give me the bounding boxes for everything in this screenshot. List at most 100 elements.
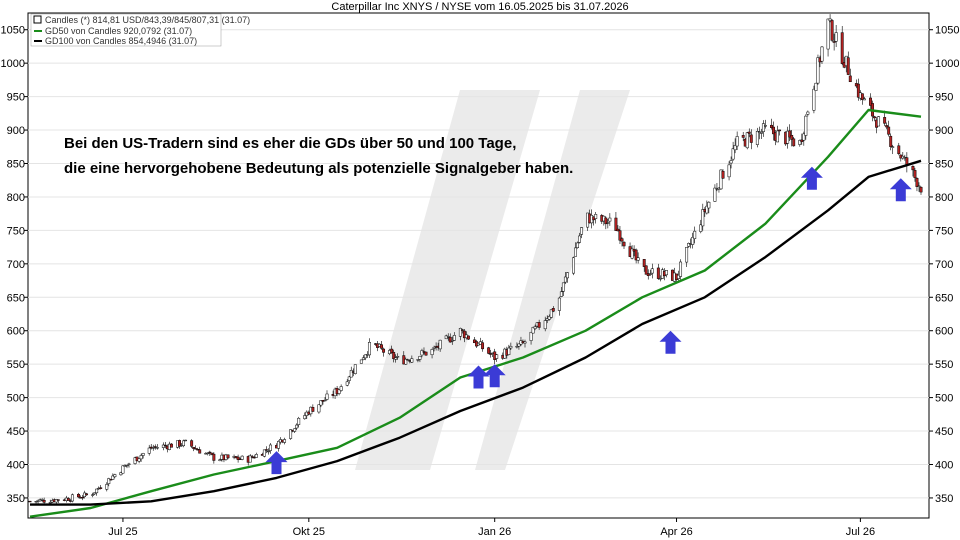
legend: Candles (*) 814,81 USD/843,39/845/807,31…: [30, 13, 250, 47]
candle-up: [151, 447, 155, 449]
candle-down: [913, 170, 917, 178]
candle-down: [81, 497, 84, 499]
candle-up: [394, 357, 398, 360]
candle-down: [264, 449, 268, 451]
y-tick-label-left: 500: [7, 393, 25, 405]
candle-up: [359, 359, 363, 364]
candle-down: [887, 126, 891, 135]
legend-box: [30, 13, 222, 47]
y-tick-label-left: 1000: [1, 58, 25, 70]
y-tick-label-left: 650: [7, 292, 25, 304]
candle-up: [240, 455, 244, 460]
annotation-line-2: die eine hervorgehobene Bedeutung als po…: [64, 160, 573, 177]
candle-up: [543, 320, 547, 330]
candle-up: [268, 444, 272, 451]
y-tick-label-right: 550: [935, 359, 953, 371]
candle-up: [523, 341, 527, 344]
candle-down: [311, 407, 315, 412]
candle-down: [210, 452, 214, 455]
candle-down: [487, 347, 491, 354]
candle-down: [770, 124, 773, 128]
candle-up: [677, 274, 681, 279]
candle-up: [54, 499, 58, 503]
candle-up: [289, 429, 293, 439]
candle-up: [804, 115, 808, 136]
candle-down: [840, 32, 844, 64]
candle-down: [77, 493, 80, 498]
y-tick-label-left: 850: [7, 158, 25, 170]
y-tick-label-right: 750: [935, 225, 953, 237]
candle-up: [515, 346, 519, 348]
candle-down: [192, 447, 196, 449]
candle-up: [262, 449, 266, 457]
y-tick-label-right: 950: [935, 92, 953, 104]
candle-down: [869, 97, 872, 106]
candle-down: [618, 230, 622, 241]
candle-up: [248, 455, 252, 463]
candle-up: [446, 336, 450, 338]
candle-up: [679, 261, 683, 277]
candle-up: [755, 131, 759, 145]
candle-up: [877, 116, 881, 127]
candle-down: [792, 138, 796, 147]
y-axis-ticks: 350 350 400 400 450 450 500 500 550 550 600 600 650 6…: [1, 25, 960, 505]
candle-down: [194, 448, 198, 450]
candle-up: [361, 357, 365, 360]
candle-up: [266, 450, 270, 453]
y-tick-label-right: 500: [935, 393, 953, 405]
candle-up: [367, 342, 371, 356]
candle-up: [113, 474, 117, 478]
candle-down: [848, 75, 852, 83]
y-tick-label-right: 1000: [935, 58, 959, 70]
candle-down: [212, 453, 216, 461]
candle-up: [495, 354, 499, 359]
candle-up: [254, 454, 258, 458]
candle-up: [549, 309, 553, 318]
candlestick-series: [28, 14, 923, 506]
candle-down: [790, 134, 794, 140]
signal-arrow-up: [659, 330, 682, 354]
candle-up: [531, 327, 535, 334]
candle-up: [862, 98, 866, 101]
candle-up: [509, 345, 513, 349]
candle-up: [572, 257, 575, 274]
candle-down: [448, 336, 452, 343]
candle-up: [337, 389, 341, 394]
candle-up: [719, 169, 723, 190]
candle-up: [834, 32, 838, 42]
candle-up: [707, 201, 711, 209]
candle-down: [466, 335, 470, 340]
candle-up: [438, 339, 442, 350]
signal-arrow-up: [483, 364, 506, 388]
candle-up: [699, 224, 703, 232]
candle-down: [747, 131, 751, 134]
y-tick-label-left: 1050: [1, 25, 25, 37]
candle-up: [345, 381, 349, 386]
candle-up: [759, 131, 763, 134]
y-tick-label-right: 650: [935, 292, 953, 304]
candle-up: [763, 125, 767, 127]
x-tick-label: Okt 25: [293, 526, 325, 538]
chart-title: Caterpillar Inc XNYS / NYSE vom 16.05.20…: [331, 1, 628, 13]
candle-up: [349, 370, 353, 378]
candle-down: [153, 446, 157, 448]
plot-frame: [27, 12, 930, 519]
candle-up: [559, 291, 563, 297]
signal-arrow-up: [800, 166, 823, 190]
y-tick-label-left: 900: [7, 125, 25, 137]
candle-up: [410, 358, 414, 363]
candle-down: [460, 329, 464, 331]
candle-up: [580, 227, 584, 235]
candle-down: [424, 351, 428, 356]
x-tick-label: Jul 26: [846, 526, 875, 538]
y-tick-label-right: 700: [935, 259, 953, 271]
candle-up: [95, 488, 99, 494]
candle-up: [40, 499, 44, 501]
candle-down: [56, 499, 60, 501]
y-tick-label-right: 900: [935, 125, 953, 137]
candle-up: [107, 478, 111, 484]
candle-up: [507, 347, 511, 355]
candle-down: [208, 451, 212, 454]
y-tick-label-left: 800: [7, 192, 25, 204]
